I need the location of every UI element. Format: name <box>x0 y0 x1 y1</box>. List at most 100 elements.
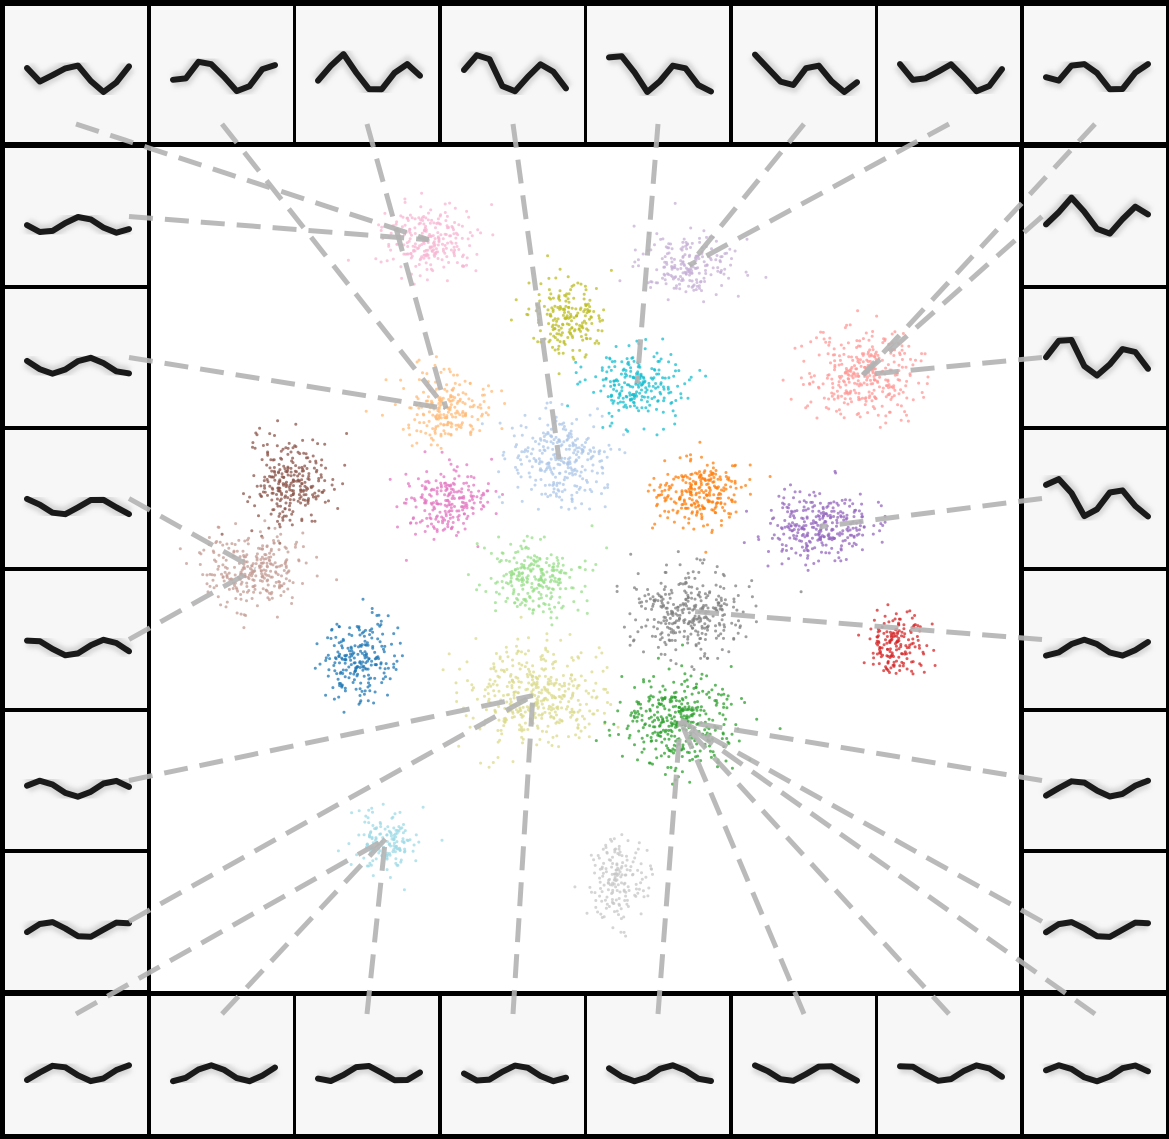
scatter-point <box>369 663 373 667</box>
scatter-point <box>755 717 759 721</box>
scatter-point <box>506 710 510 714</box>
scatter-point <box>889 666 893 670</box>
scatter-point <box>460 236 464 240</box>
scatter-point <box>430 522 433 526</box>
scatter-point <box>275 497 279 501</box>
scatter-point <box>397 398 401 402</box>
scatter-point <box>702 709 706 713</box>
scatter-point <box>872 388 876 392</box>
cluster-c0 <box>346 191 495 286</box>
scatter-point <box>387 244 391 248</box>
scatter-point <box>884 395 888 399</box>
scatter-point <box>446 241 450 245</box>
scatter-point <box>245 590 249 594</box>
scatter-point <box>315 555 319 559</box>
scatter-point <box>472 403 476 407</box>
scatter-point <box>886 379 890 383</box>
scatter-point <box>215 540 219 543</box>
scatter-point <box>564 447 568 451</box>
scatter-point <box>474 269 478 273</box>
scatter-point <box>512 690 516 694</box>
scatter-point <box>736 594 740 597</box>
scatter-point <box>702 471 706 475</box>
scatter-point <box>800 545 804 549</box>
scatter-point <box>535 676 539 680</box>
scatter-point <box>820 550 823 554</box>
scatter-point <box>439 446 443 450</box>
scatter-point <box>680 770 684 774</box>
scatter-point <box>528 459 532 463</box>
scatter-point <box>533 694 537 697</box>
scatter-point <box>297 559 301 563</box>
scatter-point <box>565 476 569 480</box>
scatter-point <box>561 351 565 355</box>
scatter-point <box>840 498 844 502</box>
scatter-point <box>695 281 699 284</box>
scatter-point <box>697 476 701 479</box>
scatter-point <box>522 597 526 601</box>
scatter-point <box>470 683 474 687</box>
scatter-point <box>610 398 614 402</box>
scatter-point <box>516 691 520 695</box>
scatter-point <box>890 632 894 636</box>
scatter-point <box>343 689 347 693</box>
scatter-point <box>392 665 396 669</box>
scatter-point <box>517 680 521 684</box>
scatter-point <box>594 681 598 685</box>
scatter-point <box>247 577 251 581</box>
scatter-point <box>706 523 709 527</box>
scatter-point <box>572 469 576 472</box>
scatter-point <box>524 546 528 550</box>
scatter-point <box>913 645 917 649</box>
scatter-point <box>466 514 470 518</box>
scatter-point <box>382 647 385 651</box>
scatter-point <box>541 445 545 449</box>
scatter-point <box>871 405 875 409</box>
spectrogram-thumbnail <box>1024 6 1166 142</box>
scatter-point <box>657 368 661 372</box>
scatter-point <box>707 696 711 699</box>
scatter-point <box>644 386 648 390</box>
scatter-point <box>875 652 879 656</box>
scatter-point <box>215 584 219 588</box>
scatter-point <box>454 469 458 473</box>
scatter-point <box>648 597 652 601</box>
scatter-point <box>292 473 296 477</box>
scatter-point <box>840 532 844 536</box>
spectrogram-stroke <box>170 58 278 95</box>
scatter-point <box>511 658 514 662</box>
scatter-point <box>562 440 566 444</box>
scatter-point <box>699 478 703 482</box>
scatter-point <box>566 404 570 408</box>
scatter-point <box>783 519 787 522</box>
scatter-point <box>567 300 571 304</box>
scatter-point <box>676 605 680 609</box>
scatter-point <box>714 258 718 262</box>
scatter-point <box>736 727 740 731</box>
cluster-c9 <box>646 440 772 554</box>
scatter-point <box>487 384 490 388</box>
scatter-point <box>606 483 610 487</box>
scatter-point <box>492 667 496 671</box>
scatter-point <box>356 665 360 669</box>
scatter-point <box>294 470 298 474</box>
scatter-point <box>484 411 488 415</box>
scatter-point <box>553 710 557 714</box>
scatter-point <box>245 585 249 588</box>
scatter-point <box>722 745 726 749</box>
scatter-point <box>315 642 319 646</box>
spectrogram-thumbnail <box>5 571 147 708</box>
scatter-point <box>547 461 551 465</box>
scatter-point <box>700 489 704 492</box>
scatter-point <box>764 275 768 279</box>
scatter-point <box>535 303 539 307</box>
scatter-point <box>899 388 903 392</box>
scatter-point <box>567 306 571 309</box>
embedding-scatter-panel <box>151 147 1019 991</box>
scatter-point <box>666 298 670 302</box>
scatter-point <box>709 470 713 474</box>
scatter-point <box>676 509 680 513</box>
scatter-point <box>435 486 439 490</box>
scatter-point <box>694 629 698 633</box>
scatter-point <box>439 432 443 436</box>
